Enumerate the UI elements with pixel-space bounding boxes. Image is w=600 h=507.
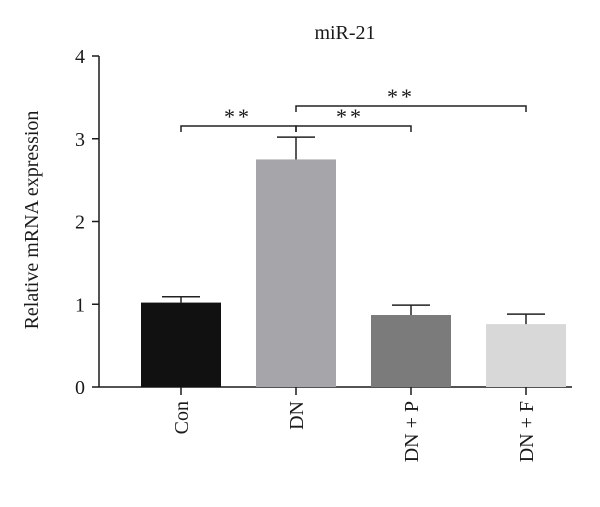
y-tick-label: 3 xyxy=(75,129,85,151)
significance-bracket xyxy=(295,125,412,132)
y-tick-label: 2 xyxy=(75,212,85,234)
y-axis-label: Relative mRNA expression xyxy=(21,111,43,330)
x-tick-label: Con xyxy=(171,401,193,434)
y-tick-label: 0 xyxy=(75,377,85,399)
x-tick-label: DN + P xyxy=(401,401,423,462)
plot-area: 0 1 2 3 4 Con DN DN + P DN + F ** ** ** xyxy=(75,46,572,462)
significance-bracket xyxy=(295,105,527,112)
y-tick-label: 4 xyxy=(75,46,85,68)
bar xyxy=(256,159,336,387)
chart-title: miR-21 xyxy=(314,22,375,44)
y-tick-label: 1 xyxy=(75,294,85,316)
x-tick-label: DN xyxy=(286,401,308,430)
significance-label: ** xyxy=(336,104,364,129)
bar xyxy=(486,324,566,387)
significance-label: ** xyxy=(387,84,415,109)
significance-label: ** xyxy=(224,104,252,129)
x-tick-label: DN + F xyxy=(516,401,538,462)
bar xyxy=(371,315,451,387)
bar xyxy=(141,302,221,387)
